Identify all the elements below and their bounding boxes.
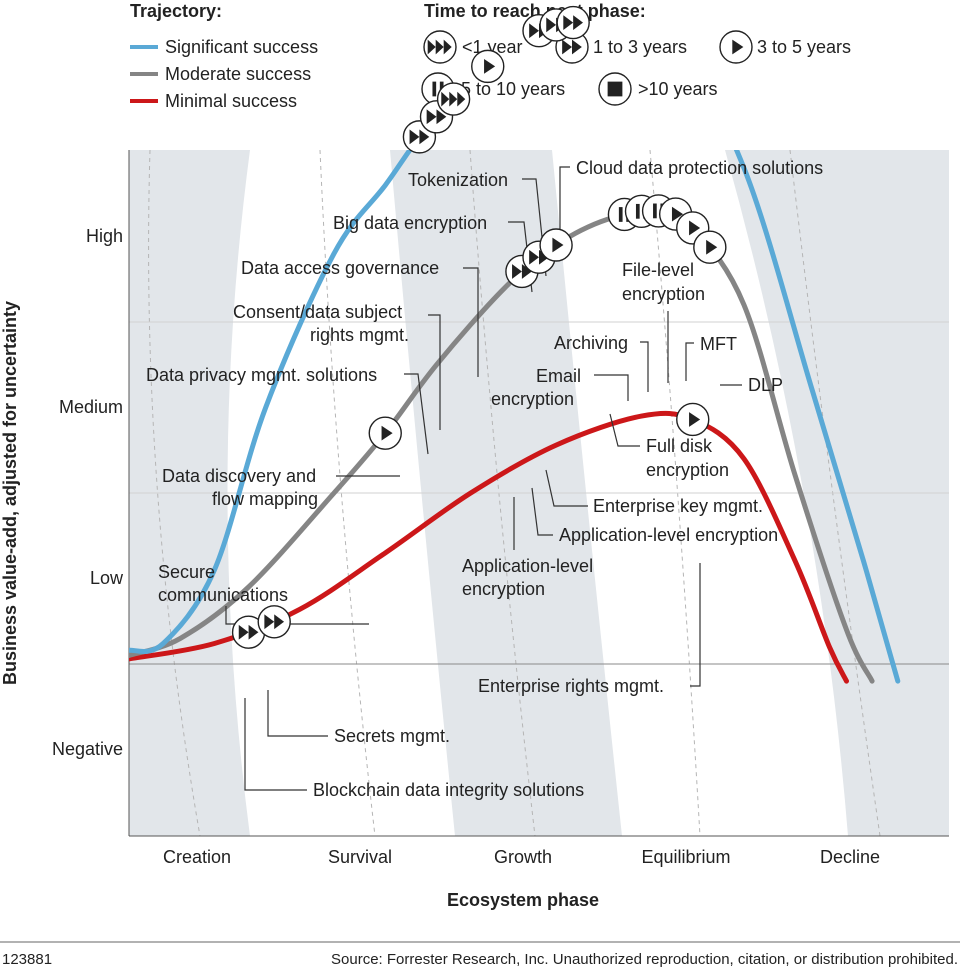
legend-label-minimal: Minimal success	[165, 91, 297, 111]
label-secure-comms-2: communications	[158, 585, 288, 605]
label-dlp: DLP	[748, 375, 783, 395]
legend-time-lt1: <1 year	[462, 37, 523, 57]
leader-enterprise-rights	[690, 563, 701, 687]
leader-full-disk	[609, 413, 640, 447]
y-tick-medium: Medium	[59, 397, 123, 417]
label-email-1: Email	[536, 366, 581, 386]
label-consent-2: rights mgmt.	[310, 325, 409, 345]
leader-blockchain	[244, 698, 307, 791]
label-app-level-2: encryption	[462, 579, 545, 599]
leader-secrets	[267, 690, 328, 737]
label-data-class: Enterprise key mgmt.	[593, 496, 763, 516]
label-consent-1: Consent/data subject	[233, 302, 402, 322]
legend-play-icon	[719, 30, 753, 64]
legend-time-icons	[421, 30, 753, 106]
leader-lines	[225, 166, 742, 791]
label-privacy-mgmt: Data privacy mgmt. solutions	[146, 365, 377, 385]
x-tick-decline: Decline	[820, 847, 880, 867]
label-dag: Data access governance	[241, 258, 439, 278]
leader-mft	[685, 342, 694, 381]
legend-time-title: Time to reach next phase:	[424, 1, 646, 21]
y-axis-title: Business value-add, adjusted for uncerta…	[0, 301, 20, 685]
x-tick-growth: Growth	[494, 847, 552, 867]
marker-enterprise-rights-mgmt-icon	[676, 402, 710, 437]
label-secure-comms-1: Secure	[158, 562, 215, 582]
legend-time-1to3: 1 to 3 years	[593, 37, 687, 57]
marker-data-classification-icon	[539, 228, 573, 262]
legend-trajectory-title: Trajectory:	[130, 1, 222, 21]
label-data-discovery-1: Data discovery and	[162, 466, 316, 486]
technology-labels: Blockchain data integrity solutions Secr…	[146, 158, 823, 800]
legend-stop-icon	[598, 72, 632, 106]
footer-source: Source: Forrester Research, Inc. Unautho…	[331, 951, 958, 968]
leader-email	[594, 374, 629, 401]
legend-ff3-icon	[423, 30, 457, 64]
leader-archiving	[640, 341, 649, 392]
marker-consent-data-subject-rights-mgmt-icon	[436, 82, 471, 116]
legend-time-5to10: 5 to 10 years	[461, 79, 565, 99]
legend-time-3to5: 3 to 5 years	[757, 37, 851, 57]
technology-markers	[231, 5, 727, 649]
marker-secrets-mgmt-icon	[257, 605, 291, 639]
x-tick-survival: Survival	[328, 847, 392, 867]
marker-blockchain-data-integrity-solutions-icon	[231, 615, 266, 649]
leader-privacy-mgmt	[404, 373, 429, 455]
marker-dlp-icon	[693, 230, 727, 264]
label-blockchain: Blockchain data integrity solutions	[313, 780, 584, 800]
marker-secure-communications-icon	[368, 416, 402, 450]
label-ekm: Application-level encryption	[559, 525, 778, 545]
y-tick-high: High	[86, 226, 123, 246]
label-app-level-1: Application-level	[462, 556, 593, 576]
leader-secure-comms	[225, 606, 369, 625]
legend: Trajectory: Significant success Moderate…	[130, 1, 851, 111]
legend-label-significant: Significant success	[165, 37, 318, 57]
legend-time-gt10: >10 years	[638, 79, 718, 99]
label-file-level-2: encryption	[622, 284, 705, 304]
x-axis-title: Ecosystem phase	[447, 890, 599, 910]
label-mft: MFT	[700, 334, 737, 354]
legend-label-moderate: Moderate success	[165, 64, 311, 84]
label-big-data: Big data encryption	[333, 213, 487, 233]
label-enterprise-rights: Enterprise rights mgmt.	[478, 676, 664, 696]
label-archiving: Archiving	[554, 333, 628, 353]
leader-dag	[463, 267, 479, 377]
series-line-significant-success	[129, 150, 901, 684]
y-tick-negative: Negative	[52, 739, 123, 759]
x-tick-creation: Creation	[163, 847, 231, 867]
phase-divider-2	[319, 150, 376, 836]
label-file-level-1: File-level	[622, 260, 694, 280]
footer-id: 123881	[2, 951, 52, 968]
leader-consent	[428, 314, 441, 430]
marker-cloud-data-protection-solutions-icon	[556, 5, 590, 40]
x-tick-equilibrium: Equilibrium	[641, 847, 730, 867]
phase-divider-4	[649, 150, 701, 836]
phase-divider-1	[148, 150, 201, 836]
leader-ekm	[531, 487, 553, 536]
y-axis-ticks: High Medium Low Negative	[52, 226, 124, 759]
label-data-discovery-2: flow mapping	[212, 489, 318, 509]
y-tick-low: Low	[90, 568, 124, 588]
label-email-2: encryption	[491, 389, 574, 409]
label-full-disk-1: Full disk	[646, 436, 713, 456]
phase-divider-3	[469, 150, 536, 836]
label-full-disk-2: encryption	[646, 460, 729, 480]
phase-divider-5	[789, 150, 881, 836]
leader-data-class	[545, 469, 588, 507]
label-secrets: Secrets mgmt.	[334, 726, 450, 746]
x-axis-ticks: Creation Survival Growth Equilibrium Dec…	[163, 847, 880, 867]
label-tokenization: Tokenization	[408, 170, 508, 190]
label-cloud: Cloud data protection solutions	[576, 158, 823, 178]
marker-data-access-governance-icon	[471, 49, 505, 84]
leader-cloud	[559, 166, 570, 258]
